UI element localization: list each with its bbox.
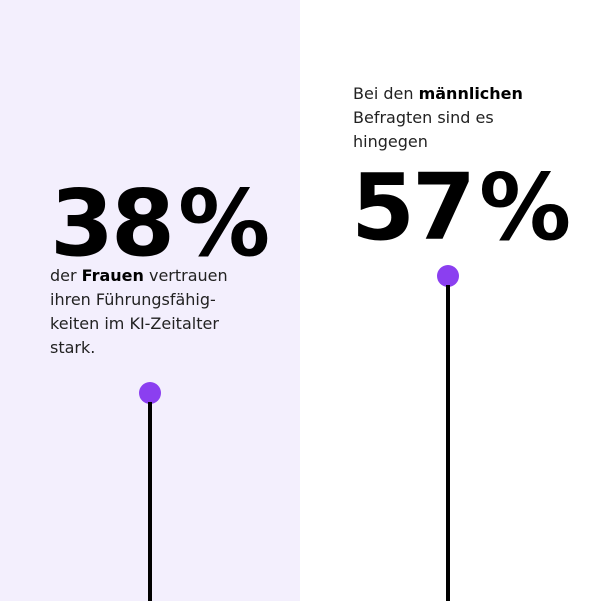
- women-caption-line-2: ihren Führungsfähig-: [50, 290, 216, 309]
- women-marker-dot: [139, 382, 161, 404]
- women-value: 38: [50, 170, 175, 277]
- women-percentage: 38%: [50, 178, 270, 270]
- women-caption-line-1-rest: vertrauen: [143, 266, 228, 285]
- women-panel: 38% der Frauen vertrauen ihren Führungsf…: [0, 0, 300, 601]
- women-caption-line-3: keiten im KI-Zeitalter: [50, 314, 219, 333]
- women-marker-stem: [148, 402, 152, 601]
- men-caption-bold: männlichen: [418, 84, 523, 103]
- men-caption-line-1: Bei den männlichen: [353, 82, 573, 106]
- men-caption-prefix: Bei den: [353, 84, 419, 103]
- women-caption-bold: Frauen: [81, 266, 144, 285]
- women-caption-prefix: der: [50, 266, 82, 285]
- men-caption-line-3: hingegen: [353, 132, 428, 151]
- women-caption-line-4: stark.: [50, 338, 96, 357]
- women-caption: der Frauen vertrauen ihren Führungsfähig…: [50, 264, 260, 360]
- men-caption-line-2: Befragten sind es: [353, 108, 494, 127]
- women-percent-sign: %: [178, 170, 271, 277]
- men-caption: Bei den männlichen Befragten sind es hin…: [353, 82, 573, 154]
- women-caption-line-1: der Frauen vertrauen: [50, 264, 260, 288]
- men-percentage: 57%: [351, 162, 571, 254]
- men-panel: Bei den männlichen Befragten sind es hin…: [300, 0, 600, 601]
- men-percent-sign: %: [479, 154, 572, 261]
- men-value: 57: [351, 154, 476, 261]
- men-marker-stem: [446, 285, 450, 601]
- men-marker-dot: [437, 265, 459, 287]
